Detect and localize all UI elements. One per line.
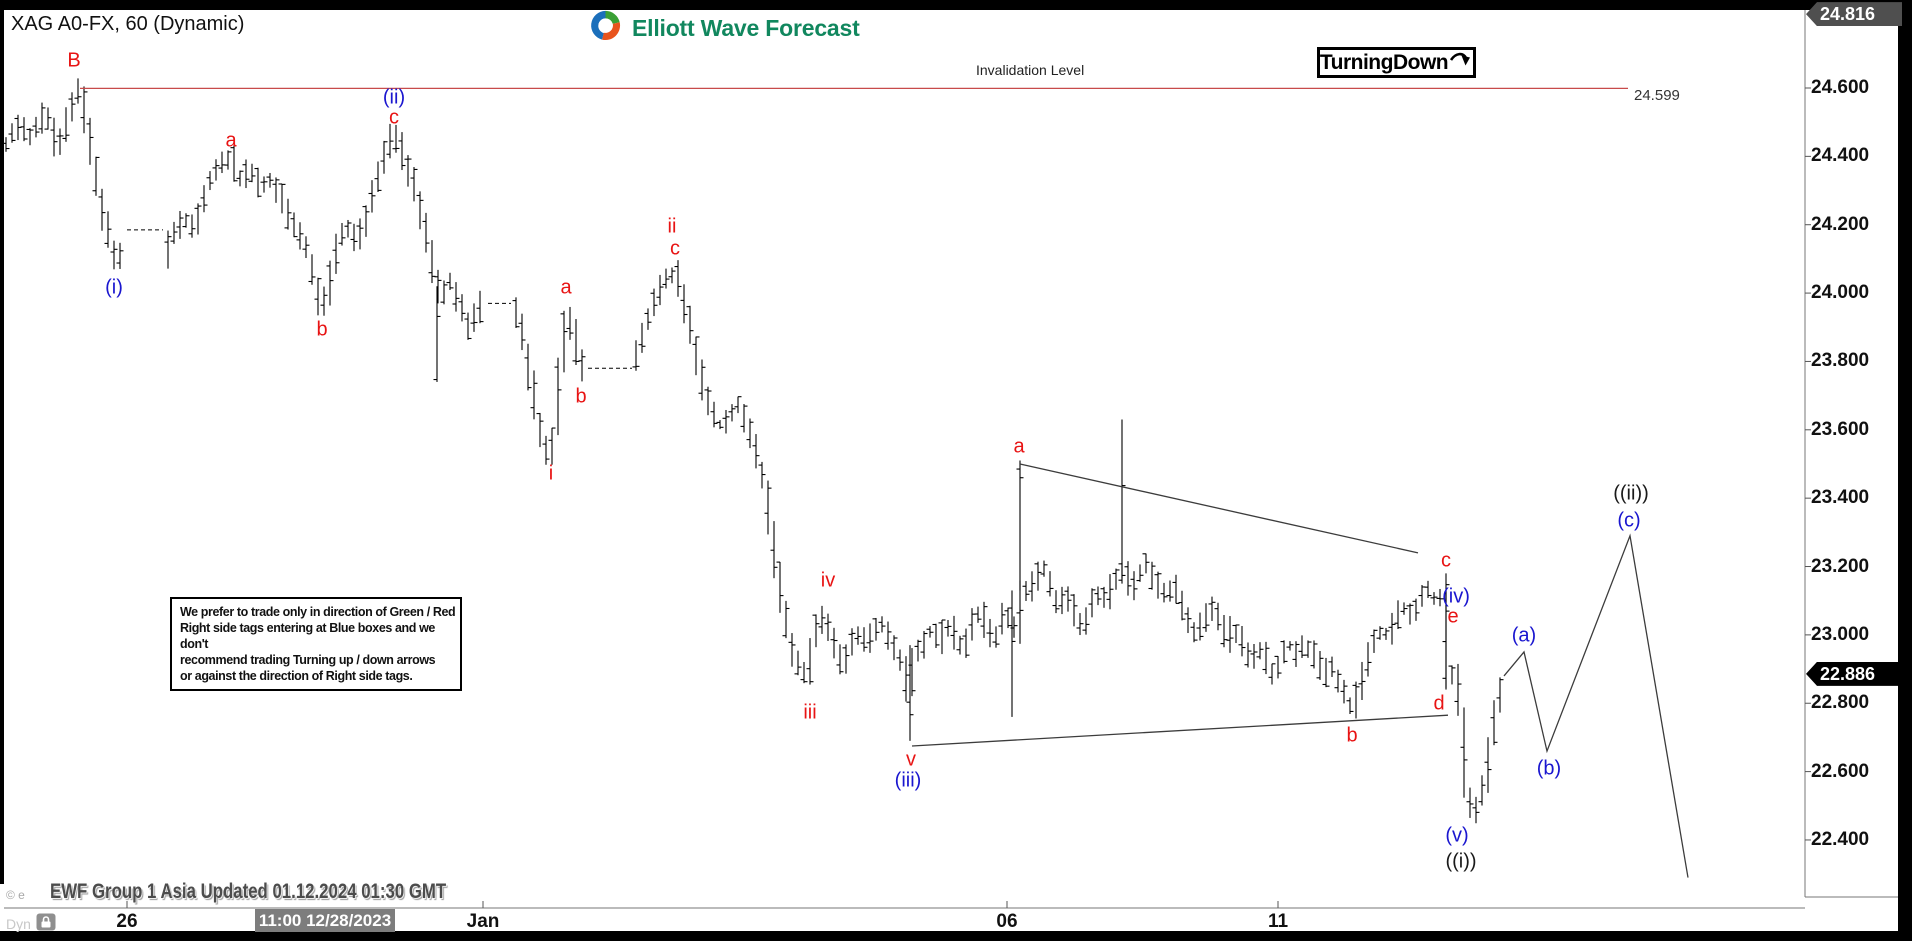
last-price-tag: 22.886 — [1806, 661, 1902, 686]
y-axis-tick-label: 23.600 — [1811, 418, 1870, 440]
wave-label-red: c — [670, 237, 680, 260]
y-axis-tick-label: 23.000 — [1811, 623, 1870, 645]
window-border-bottom — [0, 931, 1912, 941]
y-axis-tick-label: 24.400 — [1811, 145, 1870, 167]
wave-label-black: ((ii)) — [1613, 482, 1649, 505]
wave-label-red: v — [906, 748, 916, 771]
chart-title: XAG A0-FX, 60 (Dynamic) — [11, 13, 245, 35]
x-axis-tick-label: Jan — [466, 911, 500, 932]
invalidation-level-label: Invalidation Level — [976, 62, 1085, 78]
wave-label-red: iv — [820, 569, 836, 592]
wave-label-red: b — [1346, 724, 1358, 747]
lock-icon[interactable] — [36, 913, 56, 936]
y-axis-tick-label: 23.800 — [1811, 350, 1870, 372]
wave-label-blue: (c) — [1617, 509, 1641, 532]
logo-text: Elliott Wave Forecast — [632, 14, 860, 41]
y-axis-tick-label: 23.200 — [1811, 555, 1870, 577]
copyright-watermark: © e — [6, 888, 25, 902]
price-bars — [2, 78, 1504, 824]
y-axis-tick-label: 22.800 — [1811, 692, 1870, 714]
wave-label-blue: (v) — [1445, 824, 1469, 847]
wave-label-blue: (b) — [1536, 757, 1562, 780]
wave-label-red: c — [389, 106, 399, 129]
y-axis-tick-label: 23.400 — [1811, 487, 1870, 509]
turning-down-tag: TurningDown — [1317, 47, 1476, 78]
wave-label-red: a — [1013, 435, 1025, 458]
wave-label-red: d — [1433, 692, 1445, 715]
y-axis-tick-label: 24.000 — [1811, 282, 1870, 304]
turning-down-arrow-icon — [1449, 49, 1473, 77]
crosshair-time-tag: 11:00 12/28/2023 — [255, 909, 395, 932]
wave-label-red: a — [225, 129, 237, 152]
wave-label-red: ii — [667, 215, 677, 238]
x-axis-tick-label: 26 — [116, 911, 138, 932]
logo-swirl-icon — [588, 8, 623, 48]
wave-label-red: iii — [803, 701, 817, 724]
wave-label-red: B — [67, 49, 81, 72]
window-border-right — [1898, 0, 1912, 941]
wave-label-blue: (a) — [1511, 624, 1537, 647]
invalidation-price-label: 24.599 — [1634, 87, 1680, 104]
wave-label-red: b — [316, 318, 328, 341]
window-border-left — [0, 0, 4, 884]
wave-label-blue: (ii) — [382, 86, 406, 109]
y-axis-tick-label: 22.400 — [1811, 828, 1870, 850]
brand-logo: Elliott Wave Forecast — [588, 8, 860, 48]
x-axis-tick-label: 06 — [996, 911, 1018, 932]
window-border-top — [0, 0, 1912, 10]
wave-label-red: b — [575, 385, 587, 408]
y-axis-tick-label: 22.600 — [1811, 760, 1870, 782]
triangle-trendline — [1019, 463, 1419, 554]
wave-label-red: a — [560, 276, 572, 299]
disclaimer-note-box: We prefer to trade only in direction of … — [170, 597, 462, 691]
forecast-path — [1503, 533, 1689, 878]
y-axis-tick-label: 24.600 — [1811, 77, 1870, 98]
wave-label-red: c — [1441, 549, 1451, 572]
dynamic-mode-label: Dyn — [6, 916, 31, 932]
wave-label-black: ((i)) — [1445, 850, 1477, 873]
wave-label-blue: (i) — [105, 276, 123, 299]
wave-label-blue: (iv) — [1442, 585, 1470, 608]
wave-label-red: e — [1447, 605, 1459, 628]
turning-down-label: TurningDown — [1319, 50, 1449, 74]
wave-label-red: i — [548, 462, 554, 485]
update-watermark-text: EWF Group 1 Asia Updated 01.12.2024 01:3… — [50, 880, 447, 903]
triangle-trendline — [911, 714, 1449, 747]
high-price-tag: 24.816 — [1806, 2, 1902, 27]
wave-label-blue: (iii) — [894, 769, 922, 792]
y-axis-tick-label: 24.200 — [1811, 213, 1870, 235]
x-axis-tick-label: 11 — [1267, 911, 1289, 932]
